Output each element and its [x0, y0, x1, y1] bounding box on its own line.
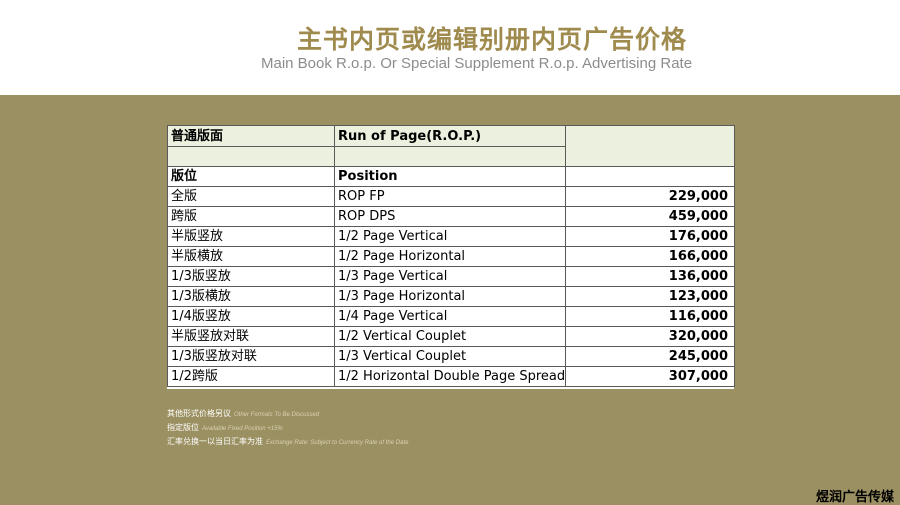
header-cell-category: 普通版面: [167, 125, 335, 147]
position-en: 1/2 Horizontal Double Page Spread: [334, 366, 566, 387]
notes: 其他形式价格另议 Other Formats To Be Discussed 指定…: [167, 404, 408, 446]
note-en: Available Fixed Position +15%: [202, 426, 283, 432]
page-subtitle: Main Book R.o.p. Or Special Supplement R…: [261, 55, 693, 72]
position-cn: 1/3版竖放对联: [167, 346, 335, 367]
table-row: 1/3版横放 1/3 Page Horizontal 123,000: [167, 286, 735, 307]
rate-table: 普通版面 Run of Page(R.O.P.) 版位 Position 全版 …: [167, 125, 735, 389]
price: 307,000: [565, 366, 735, 387]
table-row: 半版竖放 1/2 Page Vertical 176,000: [167, 226, 735, 247]
table-row: 全版 ROP FP 229,000: [167, 186, 735, 207]
note-line: 指定版位 Available Fixed Position +15%: [167, 418, 408, 432]
position-cn: 跨版: [167, 206, 335, 227]
table-header-row: 普通版面 Run of Page(R.O.P.): [167, 125, 735, 167]
price: 176,000: [565, 226, 735, 247]
header-cell-blank: [565, 125, 735, 167]
note-cn: 指定版位: [167, 423, 199, 432]
position-en: 1/3 Vertical Couplet: [334, 346, 566, 367]
price: 123,000: [565, 286, 735, 307]
position-en: ROP FP: [334, 186, 566, 207]
price: 229,000: [565, 186, 735, 207]
position-en: 1/2 Page Horizontal: [334, 246, 566, 267]
note-cn: 汇率兑换一以当日汇率为准: [167, 437, 263, 446]
position-en: 1/4 Page Vertical: [334, 306, 566, 327]
position-cn: 半版竖放对联: [167, 326, 335, 347]
table-row: 跨版 ROP DPS 459,000: [167, 206, 735, 227]
header-cell-spacer: [167, 146, 335, 167]
position-cn: 半版横放: [167, 246, 335, 267]
header-cell-spacer: [334, 146, 566, 167]
position-cn: 1/3版竖放: [167, 266, 335, 287]
position-en: 1/2 Vertical Couplet: [334, 326, 566, 347]
note-line: 汇率兑换一以当日汇率为准 Exchange Rate: Subject to Cu…: [167, 432, 408, 446]
header-cell-rop: Run of Page(R.O.P.): [334, 125, 566, 147]
table-row: 1/4版竖放 1/4 Page Vertical 116,000: [167, 306, 735, 327]
note-en: Exchange Rate: Subject to Currency Rate …: [266, 440, 409, 446]
price: 459,000: [565, 206, 735, 227]
price: 320,000: [565, 326, 735, 347]
table-row: 1/3版竖放对联 1/3 Vertical Couplet 245,000: [167, 346, 735, 367]
table-row: 半版竖放对联 1/2 Vertical Couplet 320,000: [167, 326, 735, 347]
table-column-labels: 版位 Position: [167, 166, 735, 187]
price: 136,000: [565, 266, 735, 287]
column-label-price: [565, 166, 735, 187]
note-line: 其他形式价格另议 Other Formats To Be Discussed: [167, 404, 408, 418]
price: 245,000: [565, 346, 735, 367]
page-header: 主书内页或编辑别册内页广告价格 Main Book R.o.p. Or Spec…: [0, 0, 900, 95]
table-row: 半版横放 1/2 Page Horizontal 166,000: [167, 246, 735, 267]
position-cn: 半版竖放: [167, 226, 335, 247]
page-title: 主书内页或编辑别册内页广告价格: [297, 25, 688, 54]
brand-watermark: 煜润广告传媒: [815, 490, 894, 505]
position-en: ROP DPS: [334, 206, 566, 227]
note-cn: 其他形式价格另议: [167, 409, 231, 418]
column-label-cn: 版位: [167, 166, 335, 187]
table-row: 1/3版竖放 1/3 Page Vertical 136,000: [167, 266, 735, 287]
note-en: Other Formats To Be Discussed: [234, 412, 320, 418]
position-cn: 1/2跨版: [167, 366, 335, 387]
position-en: 1/3 Page Horizontal: [334, 286, 566, 307]
position-en: 1/3 Page Vertical: [334, 266, 566, 287]
position-cn: 1/3版横放: [167, 286, 335, 307]
position-cn: 1/4版竖放: [167, 306, 335, 327]
price: 116,000: [565, 306, 735, 327]
table-row: 1/2跨版 1/2 Horizontal Double Page Spread …: [167, 366, 735, 387]
column-label-en: Position: [334, 166, 566, 187]
position-cn: 全版: [167, 186, 335, 207]
price: 166,000: [565, 246, 735, 267]
position-en: 1/2 Page Vertical: [334, 226, 566, 247]
